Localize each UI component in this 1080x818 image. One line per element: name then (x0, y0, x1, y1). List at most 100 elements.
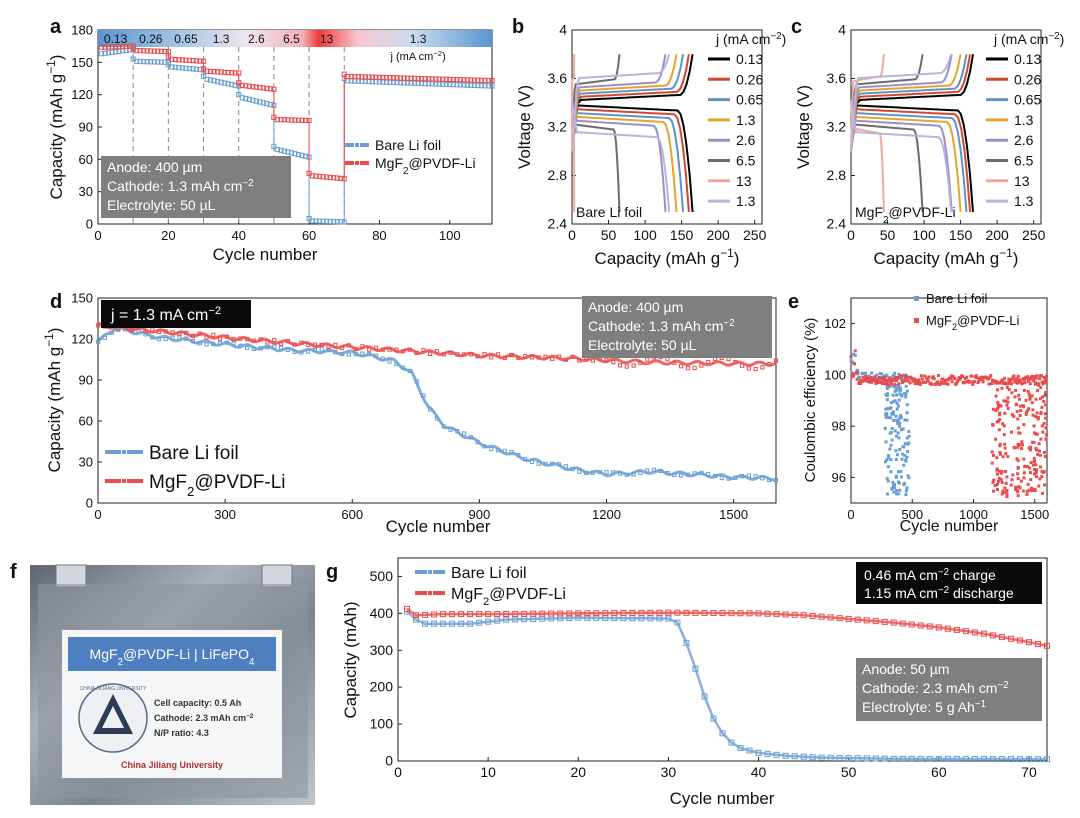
data-point (892, 490, 896, 494)
data-point (885, 458, 889, 462)
data-point (239, 95, 245, 101)
data-point (971, 382, 975, 386)
data-point (1013, 380, 1017, 384)
data-point (894, 379, 898, 383)
data-point (204, 68, 210, 74)
data-point (1037, 442, 1041, 446)
data-point (894, 457, 898, 461)
data-point (719, 730, 726, 737)
y-tick-label: 3.2 (548, 119, 568, 135)
data-point (1004, 399, 1008, 403)
data-point (1020, 440, 1024, 444)
charge-curve (571, 54, 678, 152)
panel-c: 0 50 100 150 200 250 2.4 2.8 3.2 3.6 4 j (mA cm−2) 0… (794, 22, 1064, 269)
data-point (190, 338, 196, 344)
data-point (896, 376, 900, 380)
data-point (1036, 453, 1040, 457)
data-point (285, 339, 290, 344)
data-point (245, 345, 250, 351)
data-point (918, 380, 922, 384)
data-point (1025, 492, 1029, 496)
data-point (624, 472, 629, 477)
data-point (897, 481, 901, 485)
data-point (387, 347, 392, 352)
data-point (995, 468, 999, 472)
legend-entry: Bare Li foil (149, 443, 239, 464)
data-point (851, 360, 855, 364)
data-point (1029, 445, 1033, 449)
data-point (907, 430, 911, 434)
data-point (977, 379, 981, 383)
data-point (197, 58, 203, 64)
data-point (1008, 378, 1012, 382)
data-point (1027, 407, 1031, 411)
data-point (471, 82, 478, 89)
data-point (1030, 440, 1034, 444)
data-point (953, 376, 957, 380)
pouch-tab (261, 564, 293, 588)
data-point (942, 380, 946, 384)
data-point (990, 450, 994, 454)
data-point (267, 86, 273, 92)
data-point (890, 438, 894, 442)
y-tick-label: 150 (71, 55, 93, 70)
data-point (584, 470, 589, 476)
data-point (95, 323, 101, 328)
data-point (850, 375, 854, 379)
data-point (1006, 406, 1010, 410)
data-point (893, 486, 897, 490)
discharge-curve (850, 99, 974, 212)
data-point (651, 467, 657, 472)
data-point (888, 407, 892, 411)
data-point (141, 48, 147, 54)
data-point (274, 116, 281, 123)
data-point (397, 75, 404, 81)
data-point (917, 378, 921, 382)
data-point (710, 609, 717, 616)
data-point (1033, 472, 1037, 476)
data-point (998, 634, 1005, 641)
data-point (1016, 637, 1023, 644)
data-point (892, 374, 896, 378)
data-point (898, 374, 902, 378)
x-tick-label: 250 (743, 227, 767, 243)
data-point (1009, 381, 1013, 385)
data-point (509, 450, 514, 455)
discharge-curve (850, 100, 953, 212)
data-point (543, 354, 548, 359)
data-point (109, 44, 115, 50)
data-point (712, 357, 718, 362)
data-point (998, 469, 1002, 473)
data-point (563, 357, 568, 362)
data-point (431, 620, 438, 627)
data-point (1030, 374, 1034, 378)
y-tick-label: 2.8 (827, 167, 847, 183)
data-point (954, 381, 958, 385)
data-point (617, 363, 623, 368)
data-point (429, 81, 435, 87)
data-point (1030, 401, 1034, 405)
data-point (1024, 398, 1028, 402)
data-point (918, 382, 922, 386)
x-tick-label: 150 (949, 227, 973, 243)
data-point (1019, 378, 1023, 382)
discharge-curve (571, 100, 667, 212)
info-box (582, 296, 772, 358)
data-point (1005, 488, 1009, 492)
data-point (320, 174, 326, 180)
data-point (360, 351, 365, 356)
data-point (211, 78, 217, 84)
data-point (991, 480, 995, 484)
data-point (387, 75, 393, 81)
data-point (894, 449, 898, 453)
data-point (1034, 468, 1038, 472)
data-point (155, 59, 161, 65)
data-point (313, 218, 319, 224)
data-point (1003, 411, 1007, 415)
data-point (972, 380, 976, 384)
discharge-curve (571, 99, 678, 212)
data-point (434, 416, 440, 421)
data-point (970, 374, 974, 378)
y-tick-label: 90 (79, 373, 93, 388)
rate-bar-label: 1.3 (213, 32, 230, 46)
